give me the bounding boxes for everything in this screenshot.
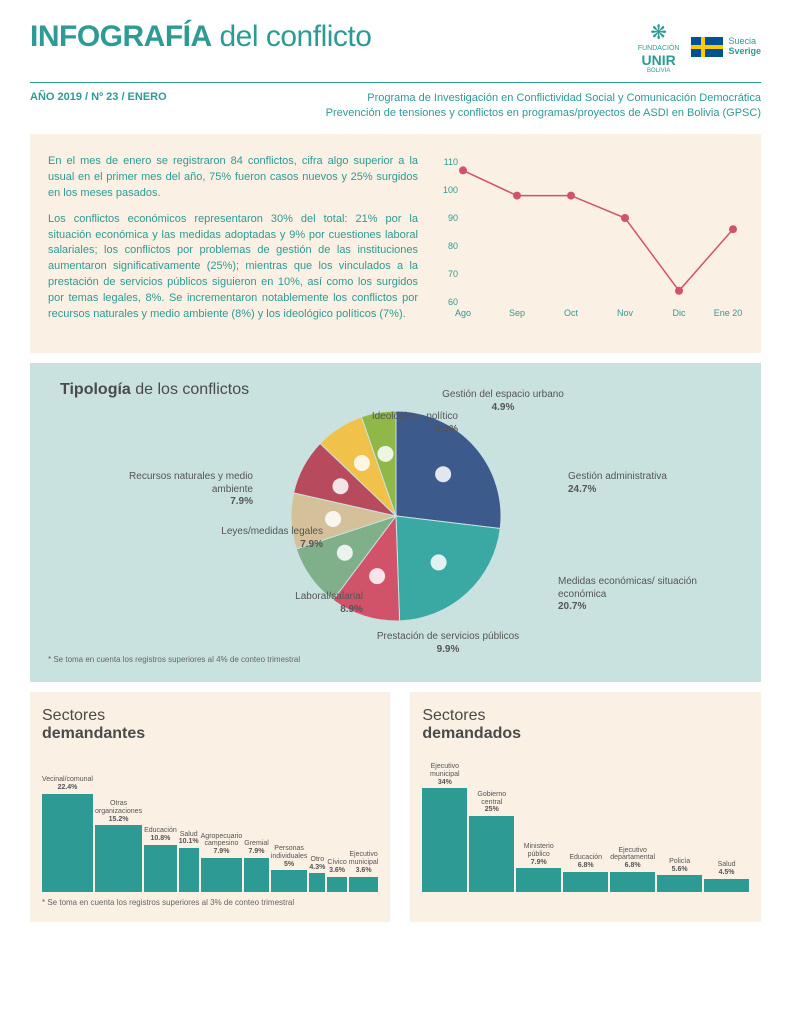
svg-text:Dic: Dic — [673, 308, 686, 318]
bars-demandados: Sectoresdemandados Ejecutivo municipal34… — [410, 692, 761, 922]
bar-item: Policía5.6% — [657, 855, 702, 892]
pie-slice-label: Leyes/medidas legales7.9% — [163, 526, 323, 551]
svg-text:Nov: Nov — [617, 308, 634, 318]
bars-demandantes: Sectoresdemandantes Vecinal/comunal22.4%… — [30, 692, 390, 922]
intro-text: En el mes de enero se registraron 84 con… — [48, 154, 418, 333]
bar-item: Vecinal/comunal22.4% — [42, 774, 93, 893]
bar-item: Gobierno central25% — [469, 791, 514, 892]
svg-text:100: 100 — [443, 185, 458, 195]
pie-slice-label: Prestación de servicios públicos9.9% — [368, 631, 528, 656]
sweden-flag-icon — [691, 37, 723, 57]
unir-logo: ❋ FUNDACIÓN UNIR BOLIVIA — [638, 20, 680, 74]
pie-chart: Gestión administrativa24.7% Medidas econó… — [48, 381, 743, 651]
bar-item: Gremial7.9% — [244, 838, 269, 893]
logos: ❋ FUNDACIÓN UNIR BOLIVIA SueciaSverige — [638, 20, 761, 74]
svg-text:90: 90 — [448, 213, 458, 223]
pie-slice-label: Gestión del espacio urbano4.9% — [423, 389, 583, 414]
page-title: INFOGRAFÍA del conflicto — [30, 20, 371, 54]
intro-block: En el mes de enero se registraron 84 con… — [30, 134, 761, 353]
bar-item: Personas individuales5% — [271, 845, 308, 892]
svg-text:80: 80 — [448, 241, 458, 251]
pie-footnote: * Se toma en cuenta los registros superi… — [48, 655, 743, 664]
bar-item: Ejecutivo municipal34% — [422, 763, 467, 892]
pie-slice-label: Medidas económicas/ situación económica2… — [558, 576, 718, 614]
pie-slice-label: Laboral/salarial8.9% — [203, 591, 363, 616]
bar-item: Ejecutivo municipal3.6% — [349, 851, 379, 892]
line-chart: 60 70 80 90 100 110 Ago Sep Oct Nov Dic Ene 2019 — [433, 154, 743, 324]
sweden-logo: SueciaSverige — [691, 37, 761, 57]
bar-item: Ministerio público7.9% — [516, 843, 561, 892]
svg-text:Ago: Ago — [455, 308, 471, 318]
program-subtitle: Programa de Investigación en Conflictivi… — [326, 91, 761, 122]
svg-text:110: 110 — [444, 157, 458, 167]
bar-item: Salud10.1% — [179, 828, 199, 892]
svg-text:Sep: Sep — [509, 308, 525, 318]
issue-date: AÑO 2019 / Nº 23 / ENERO — [30, 91, 167, 103]
bar-item: Ejecutivo departamental6.8% — [610, 847, 655, 893]
bar-item: Cívico3.6% — [327, 857, 346, 893]
svg-text:Oct: Oct — [564, 308, 579, 318]
subheader: AÑO 2019 / Nº 23 / ENERO Programa de Inv… — [30, 82, 761, 122]
bar-item: Otro4.3% — [309, 853, 325, 892]
bar-item: Educación10.8% — [144, 825, 177, 893]
bar-item: Agropecuario campesino7.9% — [201, 833, 243, 893]
bar-item: Salud4.5% — [704, 859, 749, 893]
svg-text:70: 70 — [448, 269, 458, 279]
header: INFOGRAFÍA del conflicto ❋ FUNDACIÓN UNI… — [30, 20, 761, 74]
bar-item: Educación6.8% — [563, 852, 608, 893]
pie-slice-label: Ideológico - político6.9% — [298, 411, 458, 436]
pie-slice-label: Recursos naturales y medio ambiente7.9% — [93, 471, 253, 509]
typology-block: Tipología de los conflictos Gestión admi… — [30, 363, 761, 682]
bars-row: Sectoresdemandantes Vecinal/comunal22.4%… — [30, 692, 761, 922]
pie-slice-label: Gestión administrativa24.7% — [568, 471, 728, 496]
svg-text:60: 60 — [448, 297, 458, 307]
svg-text:Ene 2019: Ene 2019 — [714, 308, 743, 318]
bar-item: Otras organizaciones15.2% — [95, 800, 142, 892]
